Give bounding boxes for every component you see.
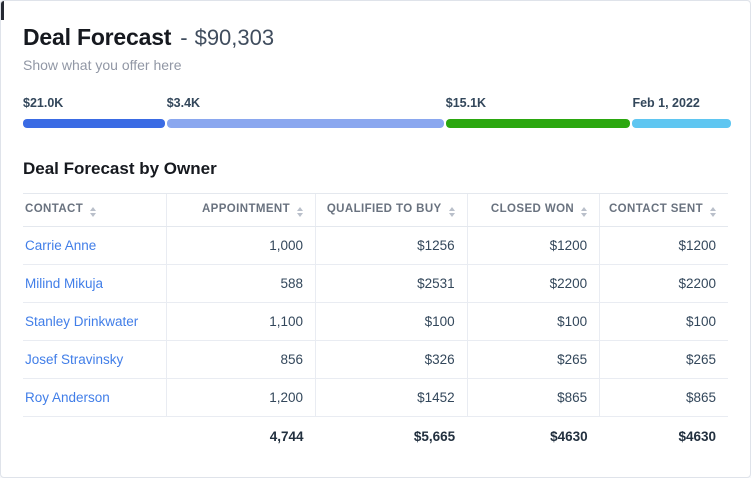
page-title: Deal Forecast xyxy=(23,24,172,50)
sort-icon[interactable] xyxy=(297,207,304,217)
segment-label-date: Feb 1, 2022 xyxy=(632,96,700,110)
column-header-contact-sent[interactable]: CONTACT SENT xyxy=(599,193,728,227)
cell-contact-sent: $1200 xyxy=(599,226,728,265)
total-closed-won: $4630 xyxy=(550,429,588,444)
totals-empty-cell xyxy=(23,417,167,459)
column-header-appointment[interactable]: APPOINTMENT xyxy=(166,193,316,227)
column-header-closed-won[interactable]: CLOSED WON xyxy=(466,193,600,227)
cell-qualified-to-buy: $100 xyxy=(315,302,468,341)
cell-closed-won: $265 xyxy=(466,340,600,379)
progress-segment-cyan xyxy=(632,119,732,128)
deal-forecast-table: CONTACT APPOINTMENT QUALIFIED TO BUY CLO… xyxy=(23,193,728,458)
cell-qualified-to-buy: $1256 xyxy=(315,226,468,265)
segment-label-appointment: $21.0K xyxy=(23,96,64,110)
cell-contact-sent: $865 xyxy=(599,378,728,417)
contact-link[interactable]: Josef Stravinsky xyxy=(25,352,124,367)
title-separator: - xyxy=(180,25,188,50)
cell-appointment: 1,100 xyxy=(166,302,316,341)
stacked-progress-bar xyxy=(23,119,732,128)
cell-appointment: 1,200 xyxy=(166,378,316,417)
cell-contact-sent: $100 xyxy=(599,302,728,341)
total-qualified-to-buy: $5,665 xyxy=(413,429,456,444)
sort-icon[interactable] xyxy=(90,207,97,217)
table-row: Milind Mikuja 588 $2531 $2200 $2200 xyxy=(23,264,728,303)
table-row: Roy Anderson 1,200 $1452 $865 $865 xyxy=(23,378,728,417)
contact-link[interactable]: Milind Mikuja xyxy=(25,276,104,291)
table-section-title: Deal Forecast by Owner xyxy=(23,159,217,178)
cell-closed-won: $865 xyxy=(466,378,600,417)
total-contact-sent: $4630 xyxy=(678,429,716,444)
cell-qualified-to-buy: $2531 xyxy=(315,264,468,303)
table-header-row: CONTACT APPOINTMENT QUALIFIED TO BUY CLO… xyxy=(23,193,728,227)
column-header-qualified-to-buy[interactable]: QUALIFIED TO BUY xyxy=(315,193,468,227)
cell-appointment: 856 xyxy=(166,340,316,379)
column-header-contact[interactable]: CONTACT xyxy=(23,193,167,227)
cell-qualified-to-buy: $1452 xyxy=(315,378,468,417)
cell-closed-won: $100 xyxy=(466,302,600,341)
table-row: Carrie Anne 1,000 $1256 $1200 $1200 xyxy=(23,226,728,265)
contact-link[interactable]: Stanley Drinkwater xyxy=(25,314,139,329)
table-row: Josef Stravinsky 856 $326 $265 $265 xyxy=(23,340,728,379)
segment-label-closed-won: $15.1K xyxy=(445,96,487,110)
segment-label-qualified: $3.4K xyxy=(166,96,201,110)
cell-closed-won: $2200 xyxy=(466,264,600,303)
sort-icon[interactable] xyxy=(581,207,588,217)
progress-segment-blue xyxy=(23,119,165,128)
cell-qualified-to-buy: $326 xyxy=(315,340,468,379)
totals-row: 4,744 $5,665 $4630 $4630 xyxy=(23,417,728,459)
progress-segment-green xyxy=(445,119,631,128)
screen-edge-artifact xyxy=(1,1,4,20)
sort-icon[interactable] xyxy=(448,207,455,217)
cell-closed-won: $1200 xyxy=(466,226,600,265)
cell-appointment: 588 xyxy=(166,264,316,303)
cell-contact-sent: $2200 xyxy=(599,264,728,303)
card-subtitle: Show what you offer here xyxy=(23,57,182,73)
card-header: Deal Forecast - $90,303 xyxy=(23,24,728,51)
progress-bar-labels: $21.0K $3.4K $15.1K Feb 1, 2022 xyxy=(23,96,728,110)
table-row: Stanley Drinkwater 1,100 $100 $100 $100 xyxy=(23,302,728,341)
total-appointment: 4,744 xyxy=(269,429,304,444)
sort-icon[interactable] xyxy=(710,207,716,217)
cell-appointment: 1,000 xyxy=(166,226,316,265)
contact-link[interactable]: Roy Anderson xyxy=(25,390,110,405)
progress-segment-periwinkle xyxy=(166,119,444,128)
cell-contact-sent: $265 xyxy=(599,340,728,379)
contact-link[interactable]: Carrie Anne xyxy=(25,238,97,253)
forecast-total-amount: $90,303 xyxy=(194,25,275,50)
